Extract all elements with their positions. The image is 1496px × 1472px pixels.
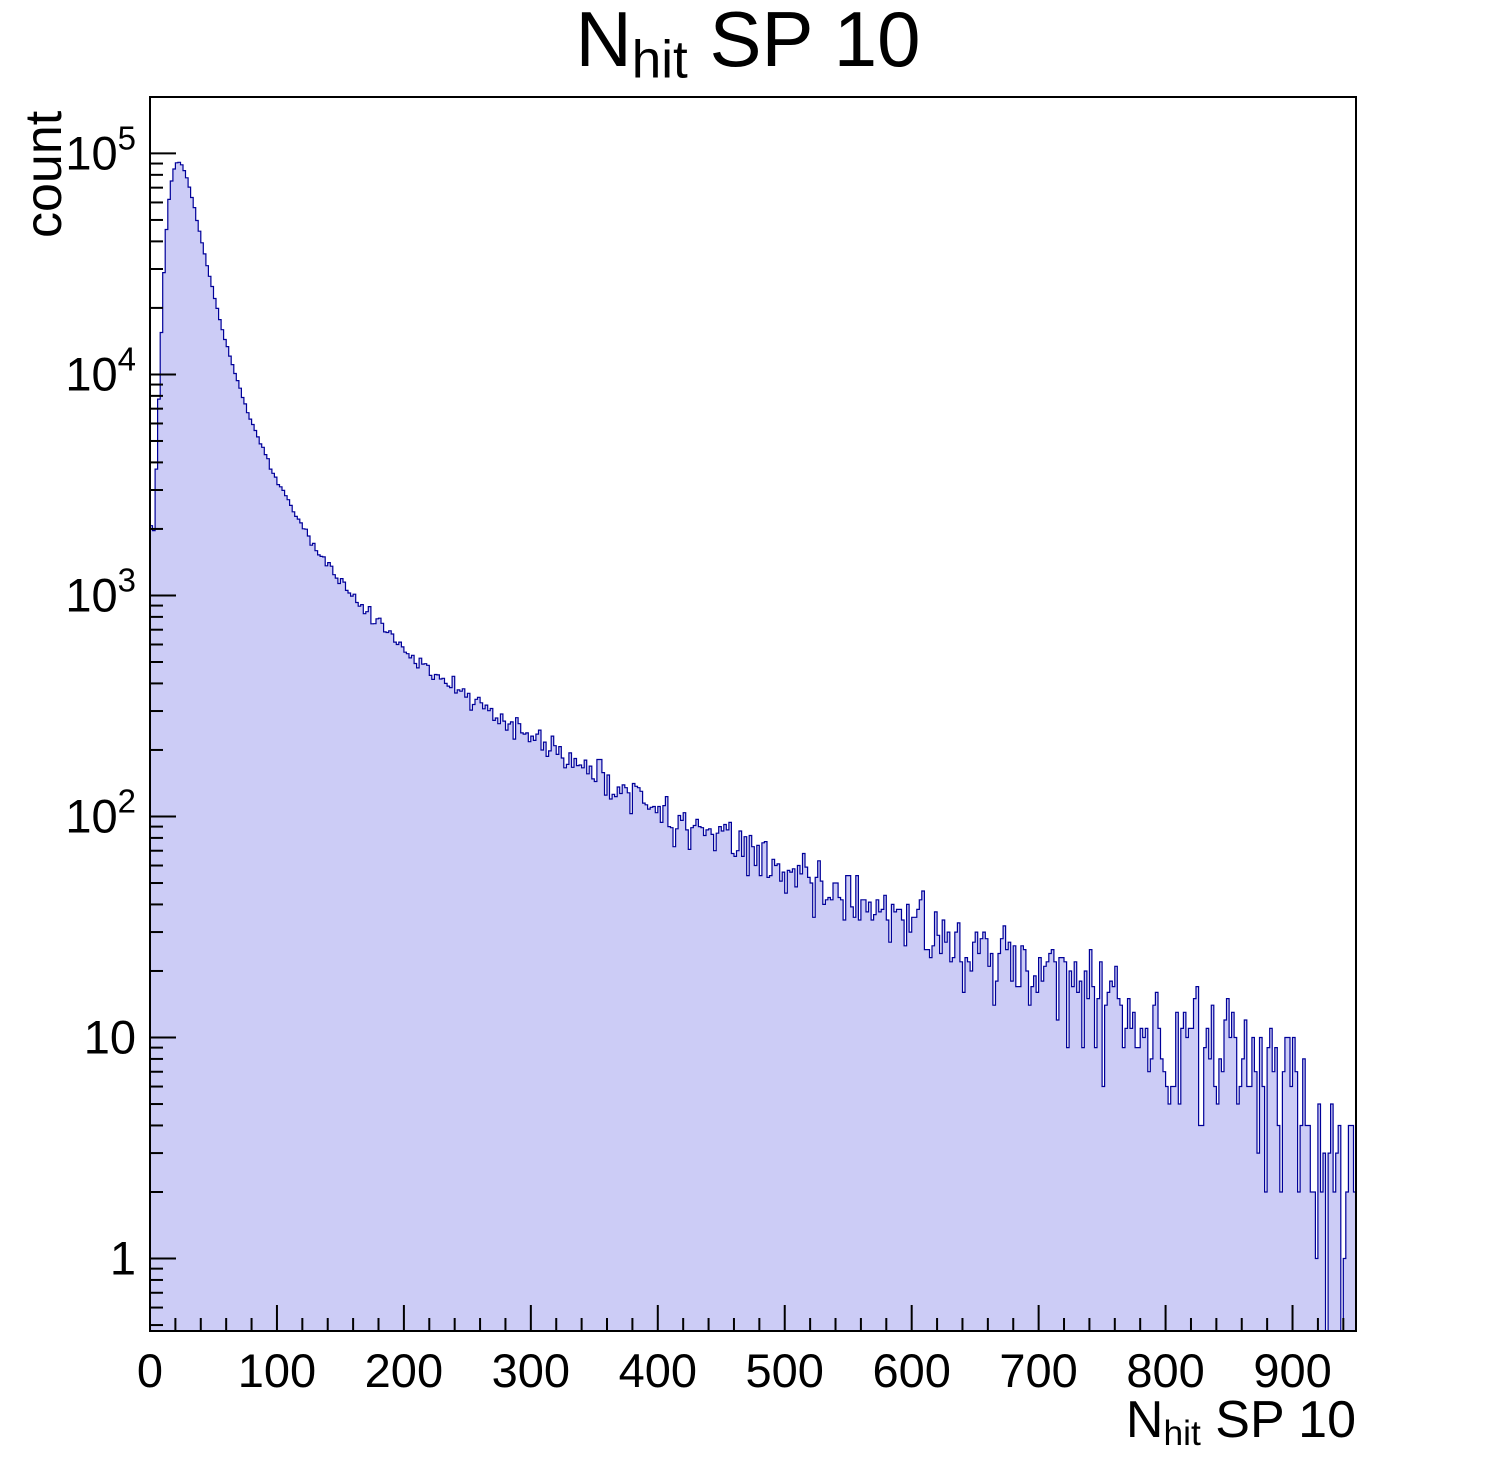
y-tick-label: 103 bbox=[65, 561, 136, 621]
chart-title: Nhit SP 10 bbox=[0, 0, 1496, 87]
x-tick-label: 600 bbox=[872, 1344, 950, 1397]
x-axis-title: Nhit SP 10 bbox=[1126, 1390, 1356, 1454]
y-tick-label: 105 bbox=[65, 119, 136, 179]
x-tick-label: 100 bbox=[238, 1344, 316, 1397]
x-axis-title-rest: SP 10 bbox=[1200, 1391, 1356, 1449]
x-axis-title-base: N bbox=[1125, 1391, 1164, 1449]
x-tick-label: 500 bbox=[746, 1344, 824, 1397]
chart-title-subscript: hit bbox=[631, 30, 688, 90]
x-tick-label: 400 bbox=[619, 1344, 697, 1397]
y-tick-label: 10 bbox=[84, 1011, 136, 1064]
plot-frame bbox=[149, 96, 1357, 1332]
y-axis-title: count bbox=[15, 110, 73, 238]
x-tick-label: 900 bbox=[1253, 1344, 1331, 1397]
x-tick-label: 0 bbox=[137, 1344, 163, 1397]
chart-title-rest: SP 10 bbox=[687, 0, 921, 83]
x-tick-label: 200 bbox=[365, 1344, 443, 1397]
y-tick-label: 1 bbox=[110, 1232, 136, 1285]
histogram-outline bbox=[149, 161, 1357, 1332]
histogram-fill bbox=[150, 162, 1356, 1331]
x-tick-label: 800 bbox=[1126, 1344, 1204, 1397]
x-tick-label: 700 bbox=[999, 1344, 1077, 1397]
chart-title-base: N bbox=[575, 0, 632, 83]
x-axis-title-subscript: hit bbox=[1163, 1413, 1201, 1453]
y-tick-label: 102 bbox=[65, 782, 136, 842]
x-tick-label: 300 bbox=[492, 1344, 570, 1397]
y-tick-label: 104 bbox=[65, 340, 136, 400]
